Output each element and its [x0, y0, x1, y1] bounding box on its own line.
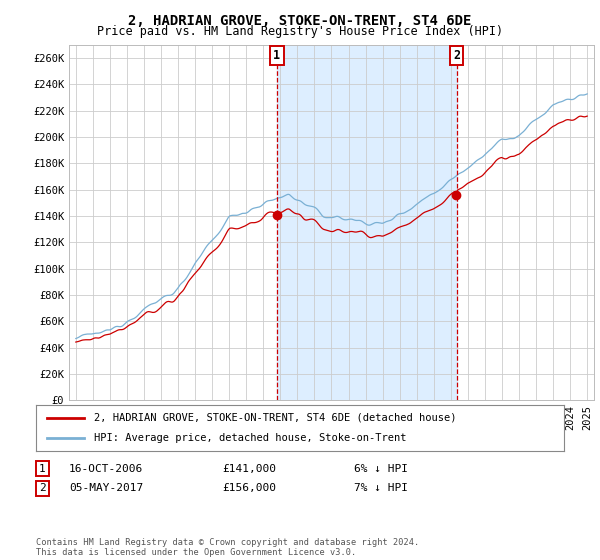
Text: Contains HM Land Registry data © Crown copyright and database right 2024.
This d: Contains HM Land Registry data © Crown c…	[36, 538, 419, 557]
Text: 1: 1	[273, 49, 280, 62]
Text: 7% ↓ HPI: 7% ↓ HPI	[354, 483, 408, 493]
Text: 2: 2	[453, 49, 460, 62]
Text: 16-OCT-2006: 16-OCT-2006	[69, 464, 143, 474]
Text: £141,000: £141,000	[222, 464, 276, 474]
Bar	[277, 45, 457, 400]
Text: 2, HADRIAN GROVE, STOKE-ON-TRENT, ST4 6DE (detached house): 2, HADRIAN GROVE, STOKE-ON-TRENT, ST4 6D…	[94, 413, 457, 423]
Text: 1: 1	[39, 464, 46, 474]
Text: 2, HADRIAN GROVE, STOKE-ON-TRENT, ST4 6DE: 2, HADRIAN GROVE, STOKE-ON-TRENT, ST4 6D…	[128, 14, 472, 28]
Text: 6% ↓ HPI: 6% ↓ HPI	[354, 464, 408, 474]
Text: Price paid vs. HM Land Registry's House Price Index (HPI): Price paid vs. HM Land Registry's House …	[97, 25, 503, 38]
Text: £156,000: £156,000	[222, 483, 276, 493]
Text: HPI: Average price, detached house, Stoke-on-Trent: HPI: Average price, detached house, Stok…	[94, 433, 407, 443]
Text: 2: 2	[39, 483, 46, 493]
Text: 05-MAY-2017: 05-MAY-2017	[69, 483, 143, 493]
